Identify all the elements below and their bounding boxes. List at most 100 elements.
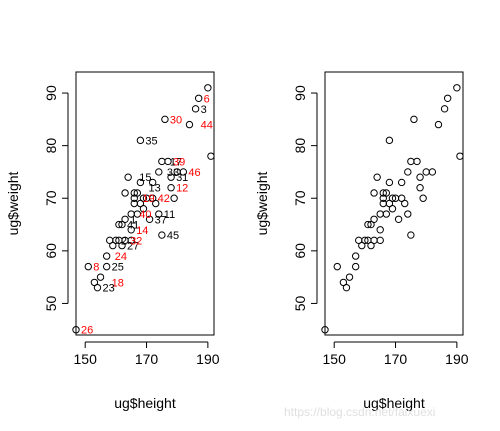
data-point xyxy=(333,262,341,271)
data-point xyxy=(93,283,102,292)
data-point xyxy=(164,157,172,166)
data-point xyxy=(388,194,397,202)
point-label: 18 xyxy=(112,277,124,289)
x-tick-label: 150 xyxy=(323,351,347,367)
x-axis-label: ug$height xyxy=(114,395,176,411)
data-point xyxy=(191,105,200,113)
data-point xyxy=(394,215,403,223)
data-point xyxy=(379,189,387,197)
point-label: 11 xyxy=(164,209,175,221)
data-point xyxy=(84,262,92,271)
data-point xyxy=(127,226,135,234)
data-point xyxy=(416,184,424,192)
point-label: 44 xyxy=(201,120,213,132)
data-point xyxy=(194,94,203,103)
scatter-panel-1: 150 170 1905060708090ug$heightug$weight268… xyxy=(5,71,220,411)
data-point xyxy=(136,136,145,145)
data-point xyxy=(373,173,381,181)
data-point xyxy=(385,136,394,145)
data-point xyxy=(404,210,412,218)
data-point xyxy=(376,236,384,245)
x-tick-label: 170 xyxy=(135,351,159,367)
point-label: 45 xyxy=(167,230,179,242)
point-label: 31 xyxy=(176,172,188,184)
data-point xyxy=(115,220,123,229)
point-label: 12 xyxy=(176,183,188,195)
data-point xyxy=(370,236,378,245)
point-label: 19 xyxy=(142,193,154,205)
data-point xyxy=(376,226,384,234)
data-point xyxy=(413,157,421,166)
x-tick-label: 190 xyxy=(196,351,220,367)
data-point xyxy=(443,94,452,103)
data-point xyxy=(155,168,163,176)
data-point xyxy=(185,120,194,129)
point-label: 15 xyxy=(139,172,151,184)
y-axis-label: ug$weight xyxy=(254,171,270,235)
data-point xyxy=(351,262,360,271)
point-label: 27 xyxy=(127,241,139,253)
data-point xyxy=(155,210,163,218)
y-tick-label: 50 xyxy=(43,295,59,311)
data-point xyxy=(179,168,188,176)
data-point xyxy=(96,273,105,281)
data-point xyxy=(434,120,443,129)
data-point xyxy=(453,84,461,92)
point-label: 1 xyxy=(130,214,136,226)
point-label: 32 xyxy=(130,235,142,247)
data-point xyxy=(397,178,406,187)
data-point xyxy=(428,168,437,176)
point-label: 14 xyxy=(136,225,148,237)
data-point xyxy=(382,210,391,218)
point-label: 35 xyxy=(145,135,157,147)
data-point xyxy=(407,157,415,166)
data-point xyxy=(136,178,145,187)
data-point xyxy=(127,236,135,245)
x-axis-label: ug$height xyxy=(363,395,425,411)
data-point xyxy=(376,210,384,218)
data-point xyxy=(351,252,360,260)
data-point xyxy=(388,205,397,213)
data-point xyxy=(370,189,378,197)
data-point xyxy=(207,152,215,160)
data-point xyxy=(410,115,418,124)
data-point xyxy=(161,115,169,124)
data-point xyxy=(121,189,129,197)
data-point xyxy=(416,173,424,181)
point-label: 30 xyxy=(170,114,182,126)
data-point xyxy=(422,168,430,176)
data-point xyxy=(404,168,412,176)
data-point xyxy=(145,215,154,223)
data-point xyxy=(167,173,175,181)
point-label: 2 xyxy=(121,235,127,247)
data-point xyxy=(139,205,148,213)
data-point xyxy=(321,326,329,334)
data-point xyxy=(148,178,157,187)
point-label: 25 xyxy=(112,262,124,274)
data-point xyxy=(419,194,427,202)
point-label: 3 xyxy=(201,104,207,116)
y-tick-label: 80 xyxy=(292,138,308,154)
data-point xyxy=(167,184,175,192)
data-point xyxy=(401,199,409,208)
y-axis-label: ug$weight xyxy=(5,171,21,235)
point-label: 46 xyxy=(188,167,200,179)
y-tick-label: 70 xyxy=(43,190,59,206)
y-tick-label: 60 xyxy=(43,243,59,259)
y-tick-label: 60 xyxy=(292,243,308,259)
data-point xyxy=(152,199,160,208)
x-tick-label: 150 xyxy=(74,351,98,367)
y-tick-label: 80 xyxy=(43,138,59,154)
data-point xyxy=(370,215,378,223)
data-point xyxy=(72,326,80,334)
data-point xyxy=(139,194,148,202)
point-label: 33 xyxy=(167,167,179,179)
point-label: 13 xyxy=(148,183,160,195)
point-label: 23 xyxy=(102,283,114,295)
point-label: 17 xyxy=(170,156,182,168)
data-point xyxy=(124,173,132,181)
data-point xyxy=(407,231,415,239)
plot-frame xyxy=(324,71,464,336)
point-label: 40 xyxy=(139,209,151,221)
